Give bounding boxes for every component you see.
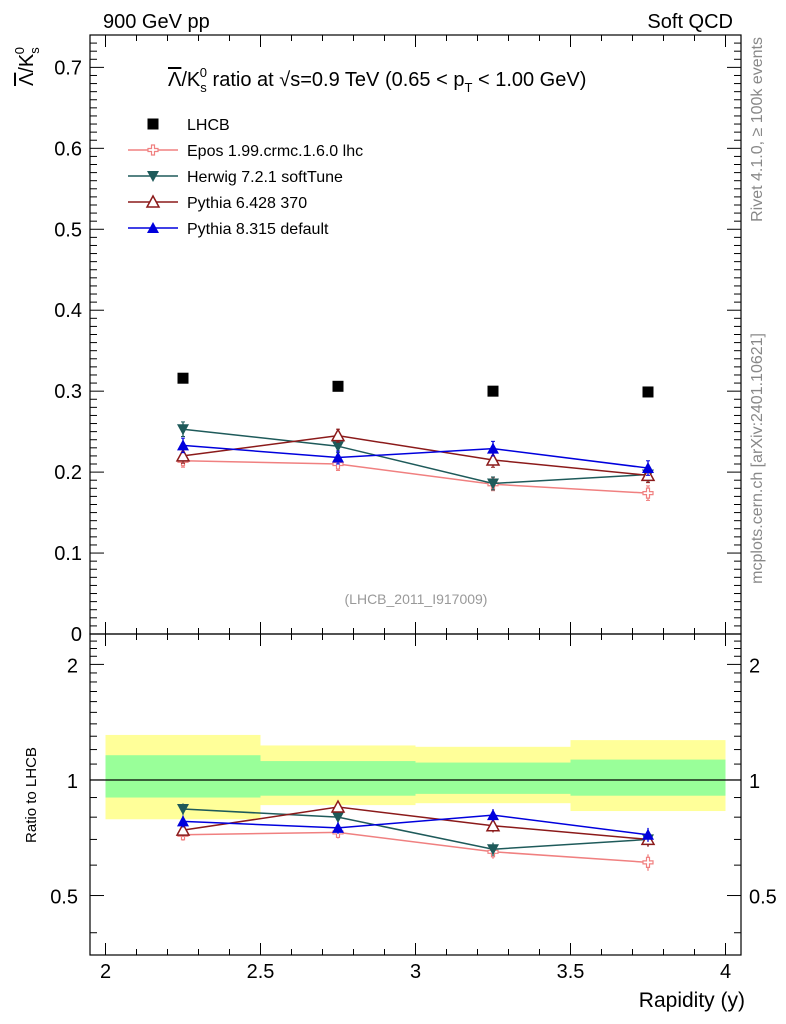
series-point: [487, 478, 499, 490]
series-point: [642, 462, 654, 474]
title-pt-sub: T: [464, 80, 472, 95]
x-tick-label: 4: [720, 961, 731, 983]
ratio-point: [487, 844, 499, 856]
analysis-id: (LHCB_2011_I917009): [345, 591, 488, 607]
legend-marker: [147, 171, 159, 182]
title-sup: 0: [200, 65, 207, 80]
legend-marker: [145, 194, 161, 208]
ratio-plot-axes: 2 2.5 3 3.5 4 0.5 0.5 1 1 2 2: [50, 633, 777, 983]
ratio-y-axis-label: Ratio to LHCB: [23, 747, 40, 843]
data-point-lhcb: [487, 385, 499, 397]
series-point-shape: [642, 487, 654, 499]
title-energy: =0.9 TeV (0.65 < p: [300, 69, 464, 91]
ratio-point: [642, 856, 654, 868]
ratio-point: [485, 818, 501, 832]
series-point: [332, 441, 344, 453]
y-tick-label: 0.1: [54, 543, 82, 565]
y-tick-label: 0.6: [54, 138, 82, 160]
x-tick-label: 2: [100, 961, 111, 983]
ratio-point: [642, 828, 654, 840]
ratio-tick-label-left: 2: [67, 655, 78, 677]
series-point: [175, 448, 191, 462]
series-point: [642, 487, 654, 499]
ratio-point: [175, 822, 191, 836]
plot-title: Λ/Ks0 ratio at √s=0.9 TeV (0.65 < pT < 1…: [168, 65, 586, 95]
side-label-mcplots: mcplots.cern.ch [arXiv:2401.10621]: [749, 333, 766, 584]
series-line: [182, 460, 649, 494]
ratio-series-line: [182, 806, 649, 841]
main-series-layer: [175, 372, 656, 501]
data-point-lhcb: [177, 372, 189, 384]
y-tick-label: 0.2: [54, 462, 82, 484]
series-point: [487, 442, 499, 454]
series-line: [182, 444, 649, 469]
y-tick-label: 0: [71, 624, 82, 646]
ratio-frame: [89, 633, 742, 956]
title-sub: s: [200, 80, 207, 95]
y-tick-label: 0.5: [54, 219, 82, 241]
header-left-label: 900 GeV pp: [103, 11, 210, 33]
y-tick-label: 0.4: [54, 300, 82, 322]
ratio-band-inner: [260, 761, 416, 796]
data-point-lhcb: [642, 386, 654, 398]
x-tick-label: 3.5: [557, 961, 585, 983]
legend: LHCB Epos 1.99.crmc.1.6.0 lhc Herwig 7.2.1…: [128, 117, 363, 238]
ratio-point: [487, 809, 499, 821]
title-sqrt: √s: [279, 69, 300, 91]
x-axis-label: Rapidity (y): [639, 989, 745, 1012]
y-tick-label: 0.3: [54, 381, 82, 403]
ylabel-sub: s: [27, 47, 42, 54]
ratio-tick-label-right: 1: [749, 771, 760, 793]
title-lambda: Λ: [168, 69, 182, 91]
y-axis-label: Λ/Ks0: [12, 47, 42, 86]
ratio-tick-label-left: 0.5: [50, 887, 78, 909]
ylabel-sep: /K: [16, 53, 38, 73]
ratio-tick-label-right: 0.5: [749, 887, 777, 909]
series-line: [182, 434, 649, 477]
legend-label-lhcb: LHCB: [187, 117, 230, 134]
legend-marker: [147, 222, 159, 233]
ratio-band-inner: [105, 755, 261, 798]
ratio-point: [332, 821, 344, 833]
series-point: [332, 451, 344, 463]
ratio-uncertainty-bands: [90, 734, 741, 820]
series-point: [177, 424, 189, 436]
ratio-series-layer: [175, 799, 656, 871]
ratio-band-inner: [415, 762, 571, 794]
series-point: [177, 439, 189, 451]
legend-marker: [147, 144, 159, 156]
ratio-tick-label-left: 1: [67, 771, 78, 793]
ratio-point: [177, 804, 189, 816]
legend-label: Epos 1.99.crmc.1.6.0 lhc: [187, 143, 363, 160]
series-point: [330, 428, 346, 442]
title-range-end: < 1.00 GeV): [472, 69, 586, 91]
title-sep: /K: [181, 69, 201, 91]
ratio-point-shape: [642, 856, 654, 868]
legend-label: Herwig 7.2.1 softTune: [187, 169, 343, 186]
ratio-point: [330, 799, 346, 813]
ratio-series-line: [182, 808, 649, 850]
ratio-series-line: [182, 831, 649, 864]
x-tick-label: 2.5: [247, 961, 275, 983]
title-ratio-text: ratio at: [207, 69, 279, 91]
ylabel-lambda: Λ: [16, 72, 38, 86]
series-line: [182, 428, 649, 485]
ratio-series-line: [182, 814, 649, 836]
ratio-tick-label-right: 2: [749, 655, 760, 677]
header-right-label: Soft QCD: [647, 11, 733, 33]
legend-label: Pythia 6.428 370: [187, 195, 307, 212]
ylabel-sup: 0: [12, 47, 27, 54]
side-label-rivet: Rivet 4.1.0, ≥ 100k events: [749, 37, 766, 222]
legend-marker-shape: [147, 144, 159, 156]
legend-label: Pythia 8.315 default: [187, 221, 329, 238]
ratio-band-inner: [570, 759, 726, 796]
y-tick-label: 0.7: [54, 57, 82, 79]
ratio-point: [332, 812, 344, 824]
series-point: [485, 452, 501, 466]
x-tick-label: 3: [410, 961, 421, 983]
data-point-lhcb: [332, 380, 344, 392]
ratio-point: [177, 815, 189, 827]
legend-marker-lhcb: [147, 118, 159, 130]
